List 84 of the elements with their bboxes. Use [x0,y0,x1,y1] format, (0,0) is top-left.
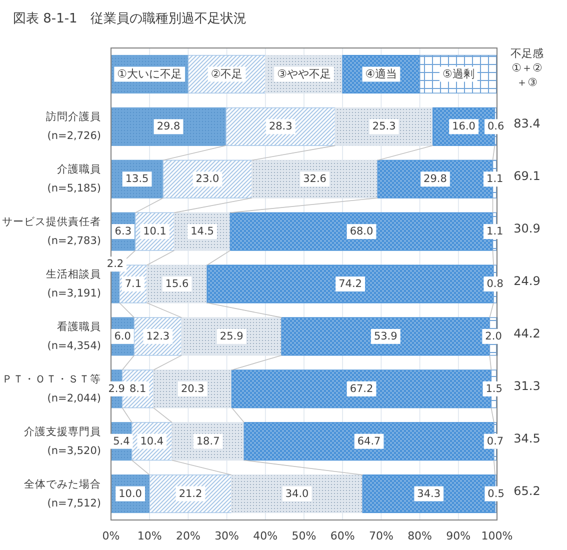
value-label: 13.5 [125,173,149,186]
value-label: 34.0 [285,488,309,500]
value-label: 1.5 [486,382,502,395]
value-label: 10.4 [140,435,164,448]
value-label: 2.9 [108,382,125,395]
tick-label: 10% [137,530,162,542]
value-label: 29.8 [156,120,180,133]
value-label: 53.9 [374,330,398,342]
category-label: サービス提供責任者 [2,216,101,228]
value-label: 12.3 [146,330,170,342]
tick-label: 80% [408,530,432,542]
annotation: 不足感 [510,47,544,60]
value-label: 25.9 [220,330,244,342]
value-label: 28.3 [268,120,292,133]
annotation: 31.3 [514,378,540,393]
tick-label: 70% [368,530,394,542]
title: 図表 8-1-1 従業員の職種別過不足状況 [13,12,246,26]
value-label: 23.0 [196,173,220,186]
value-label: 6.0 [114,330,131,342]
value-label: 5.4 [113,435,130,448]
value-label: 32.6 [303,173,326,186]
value-label: 21.2 [178,488,202,500]
tick-label: 90% [446,530,471,542]
value-label: 74.2 [338,278,362,290]
value-label: 1.1 [486,173,504,186]
value-label: 14.5 [190,226,214,238]
value-label: 6.3 [114,226,132,238]
value-label: 0.7 [486,435,504,448]
category-label: (n=5,185) [47,182,101,195]
value-label: 16.0 [452,120,476,133]
legend-label: ⑤過剰 [442,68,474,81]
value-label: 15.6 [165,278,189,290]
value-label: 1.1 [486,226,504,238]
category-label: 生活相談員 [46,268,101,280]
tick-label: 100% [481,530,513,542]
category-label: (n=4,354) [47,340,101,352]
category-label: 全体でみた場合 [24,478,101,490]
tick-label: 60% [330,530,355,542]
value-label: 0.8 [486,278,504,290]
annotation: 83.4 [514,116,540,131]
legend-label: ②不足 [210,68,243,81]
tick-label: 50% [292,530,316,542]
tick-label: 0% [102,530,120,542]
value-label: 10.1 [143,226,166,238]
value-label: 0.5 [488,488,504,500]
value-label: 25.3 [372,120,396,133]
tick-label: 30% [214,530,240,542]
annotation: 30.9 [514,222,540,236]
category-label: (n=3,191) [47,288,101,300]
value-label: 8.1 [129,382,146,395]
category-label: (n=2,726) [47,130,101,142]
category-label: (n=2,783) [47,235,101,248]
value-label: 29.8 [424,173,447,186]
annotation: 65.2 [514,484,540,498]
category-label: (n=2,044) [47,392,101,404]
value-label: 7.1 [124,278,142,290]
tick-label: 40% [253,530,278,542]
value-label: 2.2 [106,258,124,270]
value-label: 18.7 [196,435,220,448]
annotation: 34.5 [514,431,540,446]
value-label: 68.0 [350,226,374,238]
tick-label: 20% [176,530,200,542]
category-label: 介護支援専門員 [24,426,101,438]
annotation: 69.1 [514,169,540,184]
category-label: 看護職員 [57,320,101,333]
category-label: ＰＴ・ＯＴ・ＳＴ等 [2,373,101,386]
value-label: 67.2 [350,382,374,395]
category-label: (n=7,512) [47,497,101,510]
category-label: 介護職員 [57,164,101,176]
annotation: 24.9 [514,274,540,288]
value-label: 34.3 [417,488,441,500]
value-label: 0.6 [488,120,504,133]
value-label: 64.7 [357,435,381,448]
annotation: ＋③ [516,76,538,90]
value-label: 10.0 [118,488,142,500]
category-label: 訪問介護員 [46,111,101,124]
value-label: 20.3 [180,382,204,395]
annotation: ①＋② [512,62,542,75]
value-label: 2.0 [485,330,502,342]
category-label: (n=3,520) [47,444,101,457]
legend-label: ①大いに不足 [117,68,182,81]
legend-label: ③やや不足 [277,68,331,81]
annotation: 44.2 [514,326,540,340]
legend-label: ④適当 [365,68,398,81]
